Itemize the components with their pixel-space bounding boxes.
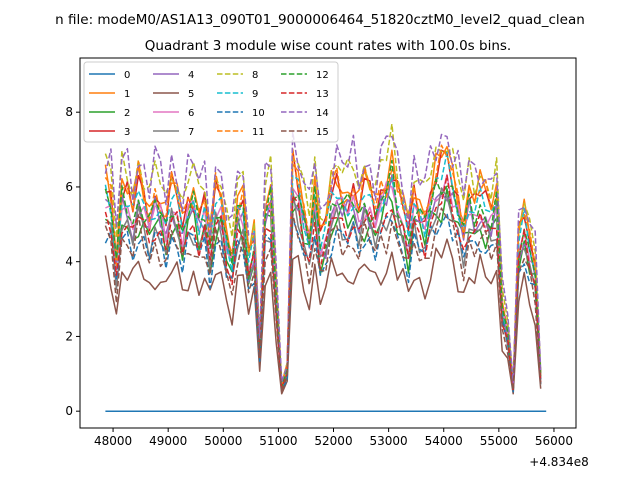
x-tick-label: 53000 xyxy=(370,434,408,448)
legend-label-9: 9 xyxy=(252,89,258,100)
legend-label-0: 0 xyxy=(124,70,130,81)
series-line-14 xyxy=(104,131,542,384)
series-line-7 xyxy=(105,187,542,391)
series-line-13 xyxy=(104,174,542,391)
series-line-15 xyxy=(104,207,542,394)
legend-label-4: 4 xyxy=(188,70,194,81)
series-line-10 xyxy=(104,212,542,393)
plot-frame xyxy=(79,57,577,429)
series-line-3 xyxy=(105,148,542,387)
legend-label-7: 7 xyxy=(188,127,194,138)
legend-label-11: 11 xyxy=(252,127,265,138)
x-tick-label: 55000 xyxy=(480,434,518,448)
legend-label-8: 8 xyxy=(252,70,258,81)
legend-label-14: 14 xyxy=(316,108,329,119)
x-tick-label: 49000 xyxy=(149,434,187,448)
x-offset-label: +4.834e8 xyxy=(529,455,588,469)
legend-label-13: 13 xyxy=(316,89,329,100)
legend-label-3: 3 xyxy=(124,127,130,138)
x-tick-label: 51000 xyxy=(259,434,297,448)
chart-title: Quadrant 3 module wise count rates with … xyxy=(145,38,511,54)
legend-label-2: 2 xyxy=(124,108,130,119)
series-line-5 xyxy=(104,238,542,395)
legend-label-15: 15 xyxy=(316,127,329,138)
y-tick-label: 2 xyxy=(65,329,73,343)
legend-frame xyxy=(83,61,339,143)
y-tick-label: 0 xyxy=(65,404,73,418)
x-tick-label: 48000 xyxy=(94,434,132,448)
x-tick-label: 50000 xyxy=(204,434,242,448)
x-tick-label: 56000 xyxy=(535,434,573,448)
chart-suptitle: n file: modeM0/AS1A13_090T01_9000006464_… xyxy=(55,12,585,28)
y-tick-label: 6 xyxy=(65,180,73,194)
y-tick-label: 8 xyxy=(65,105,73,119)
series-layer xyxy=(104,123,547,412)
x-tick-label: 52000 xyxy=(314,434,352,448)
legend-label-12: 12 xyxy=(316,70,329,81)
legend-label-6: 6 xyxy=(188,108,194,119)
legend-label-5: 5 xyxy=(188,89,194,100)
y-tick-label: 4 xyxy=(65,255,73,269)
x-tick-label: 54000 xyxy=(425,434,463,448)
legend-label-1: 1 xyxy=(124,89,130,100)
axes-layer: 48000 49000 50000 51000 52000 53000 54000 55000… xyxy=(65,57,577,448)
legend-label-10: 10 xyxy=(252,108,265,119)
